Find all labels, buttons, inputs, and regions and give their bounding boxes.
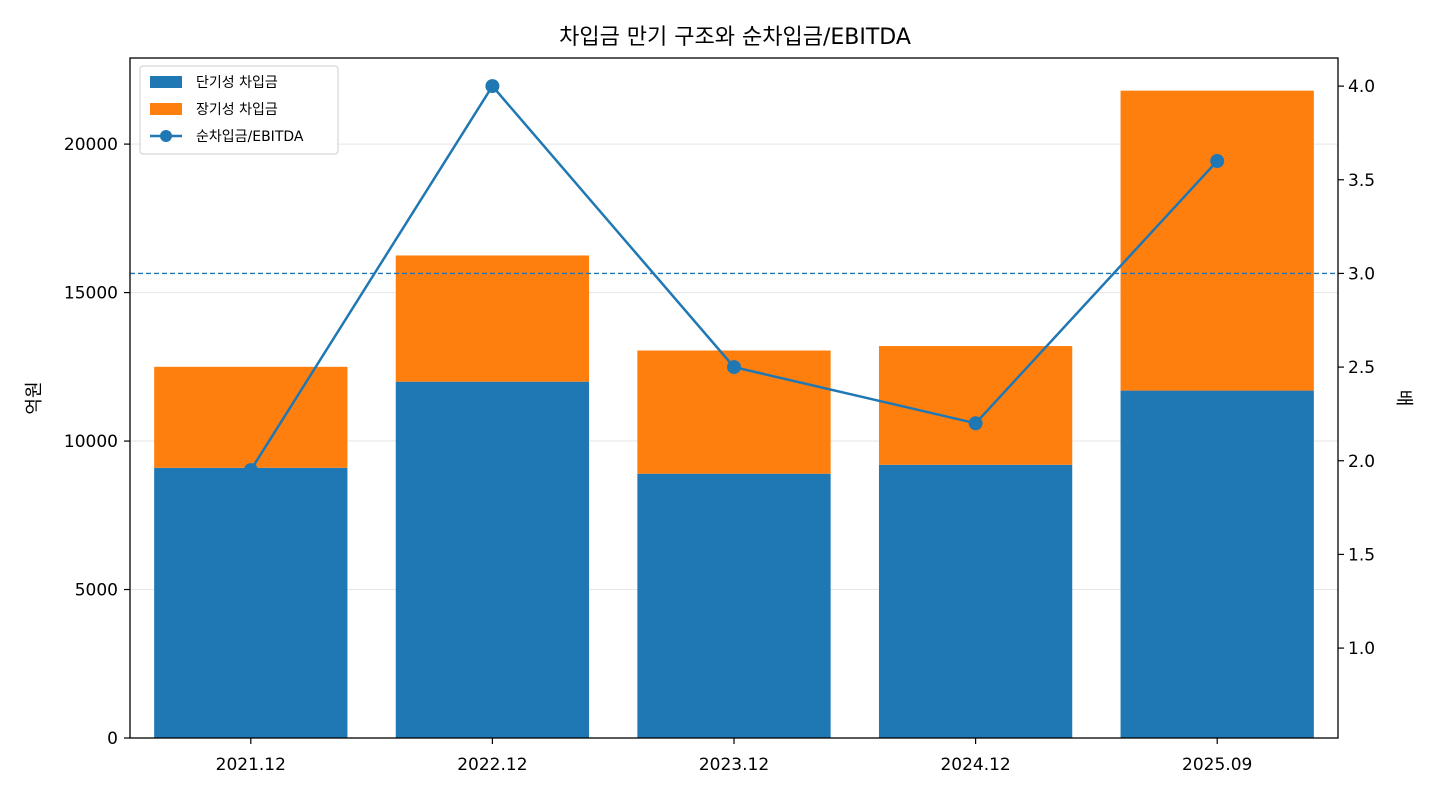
bar — [154, 467, 348, 738]
axes: 0 5000 10000 15000 20000 1.0 1.5 2.0 2.5 3.0 3.5 4.… — [64, 77, 1375, 775]
ratio-point — [243, 463, 258, 478]
y2-tick-label: 1.5 — [1348, 545, 1375, 565]
x-tick-label: 2021.12 — [216, 755, 286, 775]
bar — [878, 346, 1073, 465]
y2-tick-label: 3.0 — [1348, 264, 1375, 284]
bar — [637, 473, 831, 738]
x-tick-label: 2022.12 — [457, 755, 527, 775]
y2-tick-label: 4.0 — [1348, 77, 1375, 97]
chart-title: 차입금 만기 구조와 순차입금/EBITDA — [559, 25, 911, 50]
legend-label: 순차입금/EBITDA — [196, 129, 304, 145]
bar — [878, 464, 1073, 738]
y2-tick-label: 2.5 — [1348, 358, 1375, 378]
line-series — [243, 79, 1225, 478]
y2-tick-label: 2.0 — [1348, 452, 1375, 472]
x-tick-label: 2024.12 — [940, 755, 1010, 775]
y2-tick-label: 1.0 — [1348, 639, 1375, 659]
legend-box — [139, 65, 339, 155]
ratio-point — [727, 360, 741, 375]
legend-label: 장기성 차입금 — [196, 102, 278, 118]
y-axis-title: 억원 — [24, 381, 45, 414]
bar — [395, 381, 590, 738]
x-tick-label: 2025.09 — [1182, 755, 1252, 775]
ratio-point — [1210, 154, 1225, 169]
legend-marker — [160, 130, 172, 142]
ratio-point — [968, 416, 983, 431]
y2-axis-title: 배 — [1393, 390, 1414, 407]
y-tick-label: 20000 — [64, 135, 118, 155]
legend-swatch — [150, 76, 182, 88]
y-tick-label: 15000 — [64, 284, 118, 304]
bar — [1120, 390, 1314, 738]
bar — [395, 255, 590, 382]
bar — [1120, 90, 1314, 391]
legend-swatch — [150, 103, 182, 115]
y-tick-label: 10000 — [64, 432, 118, 452]
ratio-point — [485, 79, 500, 94]
y2-tick-label: 3.5 — [1348, 171, 1375, 191]
legend-label: 단기성 차입금 — [196, 75, 278, 91]
x-tick-label: 2023.12 — [699, 755, 769, 775]
bar — [154, 366, 348, 468]
y-tick-label: 5000 — [75, 581, 118, 601]
bars — [154, 90, 1314, 738]
y-tick-label: 0 — [107, 729, 118, 749]
